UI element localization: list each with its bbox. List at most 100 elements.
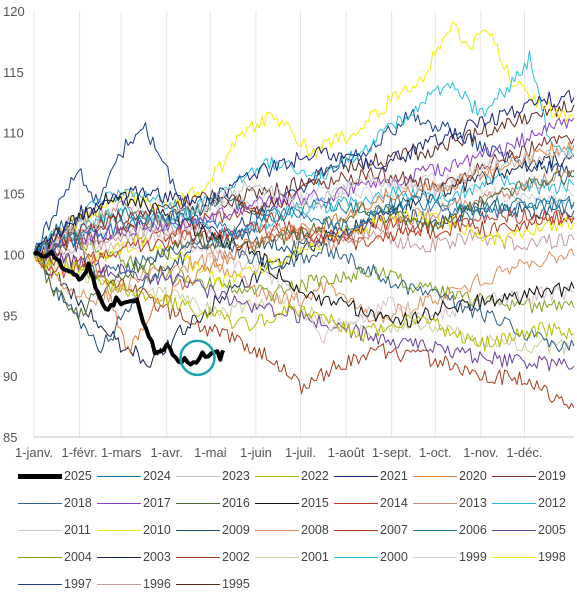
series-line-2002 xyxy=(33,251,575,410)
legend-swatch xyxy=(18,529,62,531)
legend-label: 2000 xyxy=(380,550,408,564)
series-line-1997 xyxy=(33,108,575,255)
legend-swatch xyxy=(413,529,457,531)
x-tick-label: 1-juil. xyxy=(285,445,316,460)
legend-swatch xyxy=(18,502,62,504)
legend-label: 2011 xyxy=(64,523,91,537)
legend-item-2011: 2011 xyxy=(18,522,97,538)
legend-swatch xyxy=(255,556,299,558)
y-tick-label: 100 xyxy=(3,247,25,262)
series-lines xyxy=(32,21,575,410)
legend-swatch xyxy=(176,502,220,504)
legend-swatch xyxy=(413,556,457,558)
series-line-2014 xyxy=(33,206,575,279)
legend-item-2025: 2025 xyxy=(18,468,97,484)
legend-swatch xyxy=(492,475,536,477)
y-tick-label: 85 xyxy=(3,430,17,445)
y-tick-label: 115 xyxy=(3,65,24,80)
legend-label: 2024 xyxy=(143,469,171,483)
legend-label: 2002 xyxy=(222,550,250,564)
legend-swatch xyxy=(176,529,220,531)
series-line-2017 xyxy=(33,117,575,257)
legend-item-2009: 2009 xyxy=(176,522,255,538)
series-line-2020 xyxy=(33,141,575,354)
x-axis: 1-janv. 1-févr. 1-mars 1-avr. 1-mai 1-juin 1-j… xyxy=(15,436,574,460)
legend-swatch xyxy=(97,475,141,477)
legend-label: 2009 xyxy=(222,523,250,537)
y-tick-label: 110 xyxy=(3,126,24,141)
legend-swatch xyxy=(18,583,62,585)
legend-label: 2004 xyxy=(64,550,92,564)
series-line-2012 xyxy=(33,171,575,255)
legend-label: 1996 xyxy=(143,577,171,591)
legend-swatch xyxy=(334,475,378,477)
legend-item-2016: 2016 xyxy=(176,495,255,511)
x-tick-label: 1-mai xyxy=(194,445,227,460)
series-line-2024 xyxy=(33,194,575,257)
x-tick-label: 1-août xyxy=(328,445,365,460)
legend-swatch xyxy=(334,556,378,558)
y-tick-label: 120 xyxy=(3,4,25,19)
legend-swatch xyxy=(492,502,536,504)
legend-swatch xyxy=(176,583,220,585)
legend-label: 2003 xyxy=(143,550,171,564)
legend-item-2023: 2023 xyxy=(176,468,255,484)
legend-item-2022: 2022 xyxy=(255,468,334,484)
legend-swatch xyxy=(176,556,220,558)
series-line-2004 xyxy=(33,235,575,314)
legend-item-2013: 2013 xyxy=(413,495,492,511)
legend-item-1995: 1995 xyxy=(176,576,255,592)
legend-label: 1998 xyxy=(538,550,566,564)
legend-item-2010: 2010 xyxy=(97,522,176,538)
series-line-2000 xyxy=(33,50,575,258)
series-line-2010 xyxy=(33,210,575,288)
legend-item-2004: 2004 xyxy=(18,549,97,565)
legend-label: 2005 xyxy=(538,523,566,537)
x-tick-label: 1-mars xyxy=(101,445,142,460)
series-line-2008 xyxy=(33,248,575,323)
legend-item-2002: 2002 xyxy=(176,549,255,565)
legend-item-2018: 2018 xyxy=(18,495,97,511)
series-line-2009 xyxy=(33,199,575,354)
legend-label: 2001 xyxy=(301,550,329,564)
legend-swatch xyxy=(97,583,141,585)
legend-label: 2016 xyxy=(222,496,250,510)
legend-label: 2014 xyxy=(380,496,408,510)
legend-label: 1999 xyxy=(459,550,487,564)
x-tick-label: 1-déc. xyxy=(506,445,542,460)
legend-label: 2007 xyxy=(380,523,408,537)
x-tick-label: 1-oct. xyxy=(419,445,452,460)
legend-swatch xyxy=(334,502,378,504)
legend-item-2005: 2005 xyxy=(492,522,571,538)
y-tick-label: 90 xyxy=(3,369,17,384)
legend-item-1998: 1998 xyxy=(492,549,571,565)
legend-item-2007: 2007 xyxy=(334,522,413,538)
legend-swatch xyxy=(255,502,299,504)
legend-label: 2020 xyxy=(459,469,487,483)
legend-item-2012: 2012 xyxy=(492,495,571,511)
series-line-2016 xyxy=(33,170,575,320)
legend-swatch xyxy=(18,473,62,479)
legend-item-2024: 2024 xyxy=(97,468,176,484)
legend-label: 2012 xyxy=(538,496,566,510)
x-tick-label: 1-avr. xyxy=(151,445,184,460)
legend-swatch xyxy=(97,556,141,558)
legend-label: 2010 xyxy=(143,523,171,537)
series-line-2015 xyxy=(33,191,575,328)
y-tick-label: 95 xyxy=(3,308,17,323)
y-tick-label: 105 xyxy=(3,187,25,202)
series-line-2022 xyxy=(33,252,575,352)
legend-item-1999: 1999 xyxy=(413,549,492,565)
legend-swatch xyxy=(18,556,62,558)
legend-label: 2008 xyxy=(301,523,329,537)
x-tick-label: 1-janv. xyxy=(15,445,53,460)
legend-item-2020: 2020 xyxy=(413,468,492,484)
legend-swatch xyxy=(97,502,141,504)
legend-swatch xyxy=(255,475,299,477)
legend-item-2014: 2014 xyxy=(334,495,413,511)
legend-label: 2017 xyxy=(143,496,171,510)
legend-item-2015: 2015 xyxy=(255,495,334,511)
legend-item-2019: 2019 xyxy=(492,468,571,484)
legend-item-2017: 2017 xyxy=(97,495,176,511)
